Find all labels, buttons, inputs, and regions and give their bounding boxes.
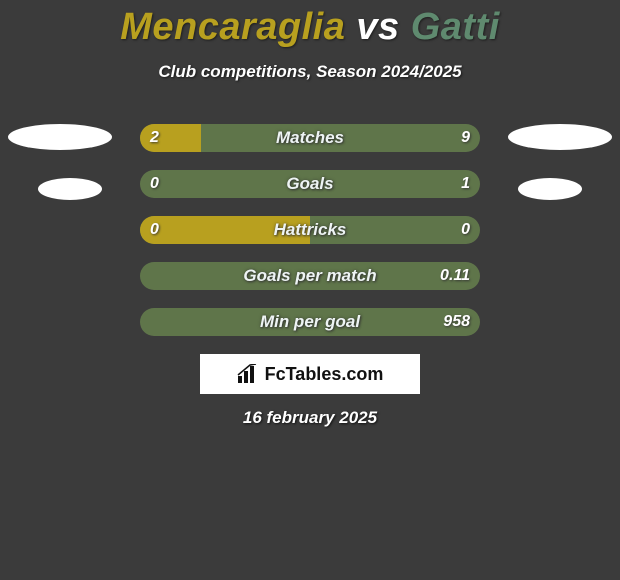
stat-row: Hattricks0 0: [140, 216, 480, 244]
stat-value-right: 958: [443, 308, 470, 336]
player-b-name: Gatti: [411, 6, 500, 48]
subtitle: Club competitions, Season 2024/2025: [0, 62, 620, 82]
comparison-infographic: Mencaraglia vs Gatti Club competitions, …: [0, 0, 620, 580]
stat-row: Min per goal958: [140, 308, 480, 336]
player-b-logo-small: [518, 178, 582, 200]
stat-value-right: 9: [461, 124, 470, 152]
stat-label: Goals per match: [140, 262, 480, 290]
stat-value-right: 1: [461, 170, 470, 198]
bars-icon: [237, 364, 259, 384]
stat-label: Hattricks: [140, 216, 480, 244]
page-title: Mencaraglia vs Gatti: [0, 6, 620, 49]
stat-row: Goals per match0.11: [140, 262, 480, 290]
vs-separator: vs: [345, 6, 410, 48]
stat-row: Matches2 9: [140, 124, 480, 152]
stat-value-left: 0: [150, 216, 159, 244]
brand-badge[interactable]: FcTables.com: [200, 354, 420, 394]
stat-value-left: 2: [150, 124, 159, 152]
player-a-name: Mencaraglia: [120, 6, 345, 48]
stat-label: Min per goal: [140, 308, 480, 336]
generation-date: 16 february 2025: [0, 408, 620, 428]
stat-label: Matches: [140, 124, 480, 152]
stat-label: Goals: [140, 170, 480, 198]
stat-value-right: 0: [461, 216, 470, 244]
stat-row: Goals0 1: [140, 170, 480, 198]
player-b-logo-large: [508, 124, 612, 150]
player-a-logo-small: [38, 178, 102, 200]
stat-value-left: 0: [150, 170, 159, 198]
brand-text: FcTables.com: [265, 364, 384, 385]
stat-value-right: 0.11: [440, 262, 470, 290]
player-a-logo-large: [8, 124, 112, 150]
